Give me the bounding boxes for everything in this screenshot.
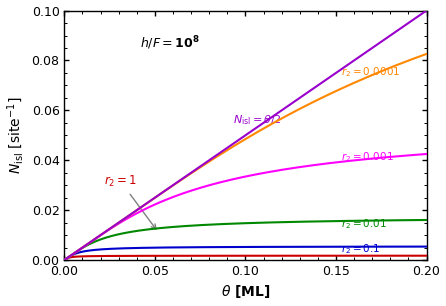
Text: $r_2 = 0.1$: $r_2 = 0.1$: [341, 243, 381, 256]
Text: $r_2 = 0.01$: $r_2 = 0.01$: [341, 218, 388, 231]
Text: $h/F = \mathbf{10^8}$: $h/F = \mathbf{10^8}$: [140, 35, 200, 52]
Text: $r_2 = 0.001$: $r_2 = 0.001$: [341, 150, 394, 164]
Text: $N_{\rm isl} = \theta/2$: $N_{\rm isl} = \theta/2$: [233, 113, 281, 127]
Text: $r_2 = 0.0001$: $r_2 = 0.0001$: [341, 65, 401, 79]
Text: $r_2 = 1$: $r_2 = 1$: [104, 174, 156, 229]
X-axis label: $\theta$ [ML]: $\theta$ [ML]: [221, 283, 270, 300]
Y-axis label: $N_{\rm isl}\ [\rm site^{-1}]$: $N_{\rm isl}\ [\rm site^{-1}]$: [5, 97, 26, 174]
